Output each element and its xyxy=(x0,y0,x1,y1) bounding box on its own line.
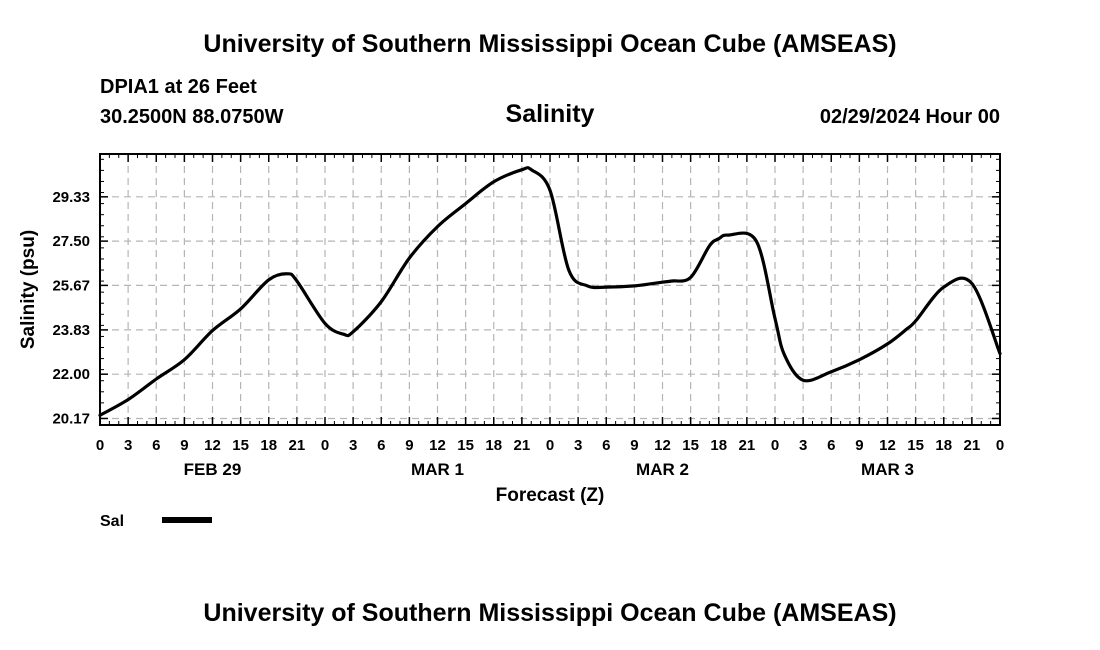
day-label: MAR 2 xyxy=(636,460,689,479)
x-tick-label: 6 xyxy=(827,437,835,454)
tick-labels: 0 3 6 9 12 15 18 21 0 3 6 9 12 15 18 21 0 3 6 9 12 15 18 21 0 3 6 9… xyxy=(52,189,1004,479)
x-tick-label: 21 xyxy=(964,437,981,454)
chart-header-title: University of Southern Mississippi Ocean… xyxy=(203,30,897,58)
x-tick-label: 15 xyxy=(682,437,699,454)
y-tick-label: 27.50 xyxy=(52,233,90,250)
x-tick-label: 9 xyxy=(855,437,863,454)
x-tick-label: 9 xyxy=(630,437,638,454)
y-tick-label: 29.33 xyxy=(52,189,90,206)
x-tick-label: 18 xyxy=(485,437,502,454)
y-tick-label: 20.17 xyxy=(52,410,90,427)
x-tick-label: 6 xyxy=(377,437,385,454)
forecast-timestamp: 02/29/2024 Hour 00 xyxy=(819,106,1000,128)
x-tick-label: 15 xyxy=(457,437,474,454)
x-tick-label: 3 xyxy=(799,437,807,454)
x-tick-label: 18 xyxy=(710,437,727,454)
x-tick-label: 21 xyxy=(514,437,531,454)
legend: Sal xyxy=(100,513,212,530)
series-line-sal xyxy=(98,166,1002,417)
chart-footer-title: University of Southern Mississippi Ocean… xyxy=(203,599,897,627)
x-tick-label: 0 xyxy=(546,437,554,454)
axis-ticks xyxy=(99,154,1001,426)
x-tick-label: 9 xyxy=(180,437,188,454)
day-label: MAR 3 xyxy=(861,460,914,479)
x-tick-label: 12 xyxy=(429,437,446,454)
x-tick-label: 21 xyxy=(739,437,756,454)
x-axis-label: Forecast (Z) xyxy=(496,485,605,506)
x-tick-label: 6 xyxy=(602,437,610,454)
y-axis-label: Salinity (psu) xyxy=(18,230,39,349)
x-tick-label: 12 xyxy=(654,437,671,454)
x-tick-label: 12 xyxy=(879,437,896,454)
legend-label: Sal xyxy=(100,513,124,530)
y-tick-label: 23.83 xyxy=(52,322,90,339)
x-tick-label: 3 xyxy=(349,437,357,454)
station-label: DPIA1 at 26 Feet xyxy=(100,76,257,98)
x-tick-label: 3 xyxy=(574,437,582,454)
x-tick-label: 21 xyxy=(289,437,306,454)
x-tick-label: 9 xyxy=(405,437,413,454)
x-tick-label: 12 xyxy=(204,437,221,454)
x-tick-label: 0 xyxy=(321,437,329,454)
x-tick-label: 0 xyxy=(96,437,104,454)
y-tick-label: 22.00 xyxy=(52,366,90,383)
x-tick-label: 3 xyxy=(124,437,132,454)
x-tick-label: 0 xyxy=(771,437,779,454)
day-label: FEB 29 xyxy=(184,460,242,479)
x-tick-label: 15 xyxy=(907,437,924,454)
chart-title: Salinity xyxy=(505,100,595,128)
x-tick-label: 18 xyxy=(260,437,277,454)
station-coordinates: 30.2500N 88.0750W xyxy=(100,106,284,128)
x-tick-label: 15 xyxy=(232,437,249,454)
y-tick-label: 25.67 xyxy=(52,277,90,294)
x-tick-label: 6 xyxy=(152,437,160,454)
x-tick-label: 18 xyxy=(935,437,952,454)
x-tick-label: 0 xyxy=(996,437,1004,454)
day-label: MAR 1 xyxy=(411,460,464,479)
